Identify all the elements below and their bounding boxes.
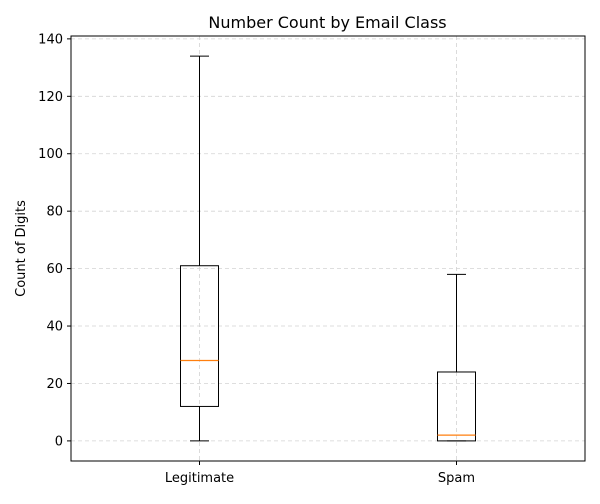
box-layer xyxy=(180,55,476,442)
y-tick-label: 80 xyxy=(46,205,63,220)
y-tick-label: 100 xyxy=(38,147,63,162)
x-tick-label: Legitimate xyxy=(165,471,234,486)
y-tick-label: 20 xyxy=(46,377,63,392)
grid-layer xyxy=(71,36,585,461)
box-plot xyxy=(437,273,476,442)
y-tick-label: 60 xyxy=(46,262,63,277)
y-axis-label: Count of Digits xyxy=(14,200,29,297)
y-tick-label: 0 xyxy=(55,434,63,449)
iqr-box xyxy=(437,371,476,442)
chart-title: Number Count by Email Class xyxy=(208,13,446,32)
y-tick-label: 120 xyxy=(38,90,63,105)
plot-frame xyxy=(70,35,586,462)
y-tick-label: 40 xyxy=(46,320,63,335)
x-tick-label: Spam xyxy=(438,471,475,486)
tick-layer: 0 20 40 60 80 100 120 140 Legitimate Spam xyxy=(38,32,475,486)
box-plot xyxy=(180,55,219,442)
y-tick-label: 140 xyxy=(38,32,63,47)
iqr-box xyxy=(180,265,219,407)
